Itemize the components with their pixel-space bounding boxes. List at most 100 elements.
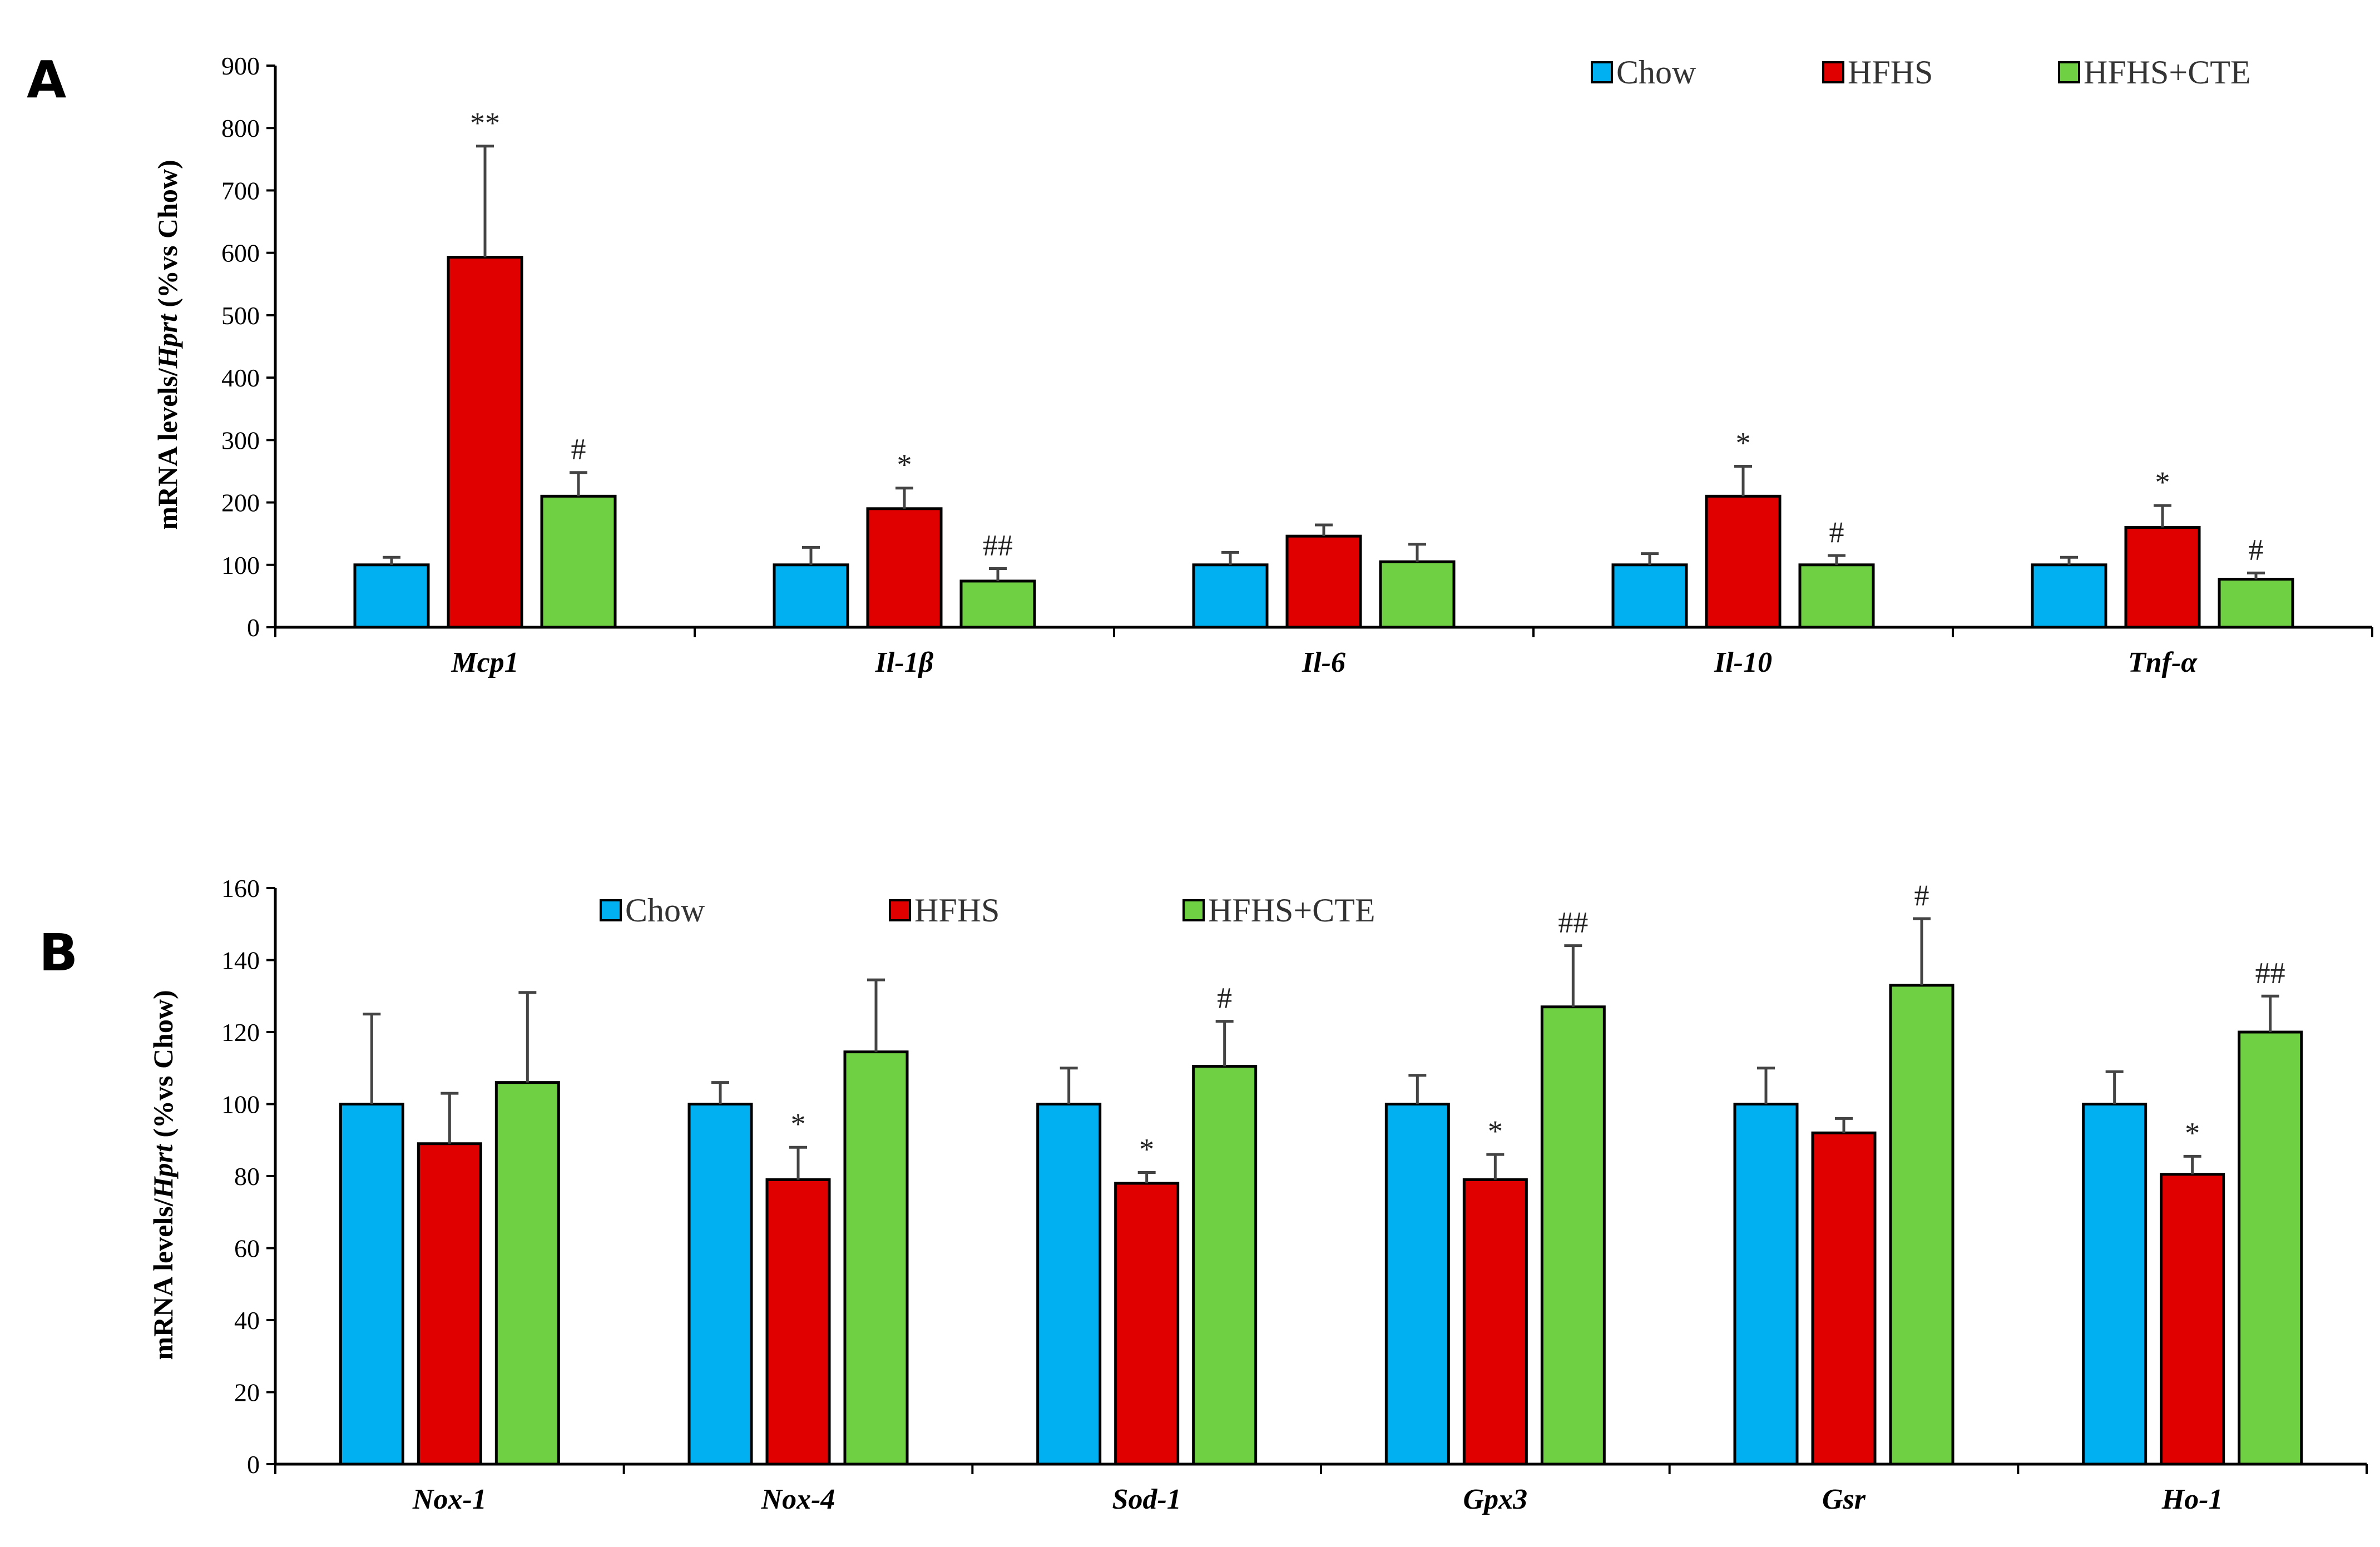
panel-a-bar-hfhs-cte-tnf (2218, 578, 2294, 629)
panel-b-bar-hfhs-nox-4 (765, 1178, 831, 1466)
panel-a-y-tick-label: 200 (221, 489, 260, 517)
panel-a-bar-hfhs-tnf (2124, 525, 2201, 629)
panel-a-significance-hfhs-mcp1: ** (470, 106, 500, 140)
panel-b-bar-hfhs-nox-1 (417, 1142, 482, 1466)
panel-a-axes: 0 100 200 300 400 500 600 700 800 900 Mcp1 Il-1β Il-… (221, 52, 2373, 678)
panel-a-significance-hfhs-cte-il-10: # (1829, 515, 1844, 549)
panel-a-bar-hfhs-il-10 (1705, 494, 1782, 629)
panel-b-legend-swatch-hfhs (889, 899, 911, 921)
panel-a-legend-label-chow: Chow (1616, 54, 1696, 91)
panel-b-bar-chow-nox-1 (339, 1103, 404, 1466)
panel-a-bars: ** # * ## * # * # (353, 106, 2294, 629)
panel-a-bar-hfhs-cte-il-6 (1379, 560, 1456, 629)
panel-a-legend-swatch-hfhs-cte (2058, 61, 2080, 83)
panel-a-category-label-tnf: Tnf-α (2128, 647, 2198, 678)
panel-a-bar-chow-il-10 (1611, 563, 1688, 629)
panel-b-significance-hfhs-sod-1: * (1139, 1133, 1154, 1166)
panel-a: A mRNA levels/Hprt (%vs Chow) 0 100 200 300… (27, 50, 2373, 678)
panel-b-significance-hfhs-gpx3: * (1488, 1114, 1503, 1148)
panel-b-bar-hfhs-sod-1 (1114, 1182, 1180, 1466)
panel-b-bar-hfhs-cte-gsr (1889, 984, 1955, 1466)
panel-b-bar-hfhs-cte-nox-4 (843, 1050, 909, 1466)
panel-b-y-tick-label: 60 (234, 1234, 260, 1263)
panel-b-bar-chow-ho-1 (2082, 1103, 2148, 1466)
panel-a-bar-hfhs-il-1 (866, 507, 943, 629)
panel-a-significance-hfhs-cte-mcp1: # (571, 433, 586, 466)
panel-a-bar-hfhs-cte-il-10 (1798, 563, 1875, 629)
panel-b-significance-hfhs-cte-gsr: # (1914, 879, 1929, 912)
panel-b-y-tick-label: 140 (221, 946, 260, 975)
panel-a-significance-hfhs-cte-tnf: # (2249, 533, 2264, 566)
panel-b-y-tick-label: 120 (221, 1018, 260, 1047)
panel-b-legend-swatch-hfhs-cte (1182, 899, 1205, 921)
panel-a-legend-swatch-hfhs (1822, 61, 1844, 83)
panel-a-legend-swatch-chow (1591, 61, 1613, 83)
panel-b-bar-hfhs-cte-ho-1 (2238, 1030, 2303, 1466)
panel-a-bar-hfhs-cte-il-1 (959, 579, 1036, 629)
panel-a-bar-hfhs-il-6 (1285, 534, 1362, 629)
panel-a-bar-chow-mcp1 (353, 563, 430, 629)
panel-b-bar-chow-sod-1 (1036, 1103, 1102, 1466)
panel-b-category-label-nox-1: Nox-1 (412, 1484, 487, 1515)
panel-a-y-tick-label: 800 (221, 114, 260, 142)
panel-b-y-tick-label: 160 (221, 874, 260, 903)
panel-b-significance-hfhs-cte-gpx3: ## (1558, 906, 1588, 939)
panel-b-category-label-gsr: Gsr (1822, 1484, 1866, 1515)
panel-a-category-label-mcp1: Mcp1 (451, 647, 518, 678)
panel-b-significance-hfhs-cte-sod-1: # (1217, 981, 1232, 1015)
panel-a-legend-label-hfhs: HFHS (1848, 54, 1933, 91)
panel-b-significance-hfhs-ho-1: * (2185, 1116, 2200, 1149)
panel-b-category-label-gpx3: Gpx3 (1463, 1484, 1528, 1515)
panel-b-bar-chow-gsr (1733, 1103, 1799, 1466)
panel-b-bar-hfhs-ho-1 (2160, 1173, 2225, 1466)
panel-a-bar-chow-il-6 (1192, 563, 1269, 629)
panel-a-y-tick-label: 100 (221, 551, 260, 579)
panel-a-category-label-il-6: Il-6 (1302, 647, 1345, 678)
panel-a-significance-hfhs-tnf: * (2155, 465, 2170, 499)
panel-b-legend-label-hfhs-cte: HFHS+CTE (1208, 892, 1375, 929)
panel-b-y-tick-label: 100 (221, 1090, 260, 1119)
panel-b-bar-hfhs-gsr (1811, 1131, 1877, 1466)
panel-b-significance-hfhs-nox-4: * (791, 1107, 806, 1141)
panel-a-y-tick-label: 500 (221, 301, 260, 330)
panel-a-legend: Chow HFHS HFHS+CTE (1591, 54, 2251, 91)
panel-a-significance-hfhs-cte-il-1: ## (983, 529, 1013, 562)
panel-a-y-tick-label: 300 (221, 426, 260, 454)
panel-b-axes: 0 20 40 60 80 100 120 140 160 Nox-1 Nox-4 Sod-1 Gpx3… (221, 874, 2368, 1515)
panel-b-category-label-sod-1: Sod-1 (1112, 1484, 1181, 1515)
panel-a-y-tick-label: 400 (221, 364, 260, 392)
panel-a-bar-chow-tnf (2031, 563, 2107, 629)
panel-b-legend-label-chow: Chow (625, 892, 705, 929)
panel-b-legend-swatch-chow (600, 899, 622, 921)
panel-b-y-tick-label: 0 (247, 1450, 260, 1479)
panel-b-y-axis-title: mRNA levels/Hprt (%vs Chow) (147, 990, 179, 1360)
panel-a-bar-hfhs-cte-mcp1 (540, 494, 617, 629)
panel-b-bar-chow-nox-4 (687, 1103, 753, 1466)
panel-b-bar-hfhs-cte-nox-1 (494, 1081, 560, 1466)
panel-a-category-label-il-1: Il-1β (875, 647, 934, 678)
panel-b-bar-hfhs-gpx3 (1462, 1178, 1528, 1466)
panel-b-letter: B (39, 923, 78, 983)
panel-b-bar-hfhs-cte-sod-1 (1192, 1065, 1258, 1466)
panel-a-y-tick-label: 700 (221, 176, 260, 205)
panel-b-legend: Chow HFHS HFHS+CTE (600, 892, 1375, 929)
panel-a-significance-hfhs-il-10: * (1736, 426, 1751, 459)
panel-b-significance-hfhs-cte-ho-1: ## (2255, 956, 2285, 989)
panel-b-bar-chow-gpx3 (1384, 1103, 1450, 1466)
panel-b-y-tick-label: 20 (234, 1379, 260, 1407)
panel-b: B mRNA levels/Hprt (%vs Chow) 0 20 40 60 80 1… (39, 874, 2368, 1515)
panel-a-significance-hfhs-il-1: * (897, 448, 912, 482)
panel-a-y-tick-label: 900 (221, 52, 260, 80)
panel-a-category-label-il-10: Il-10 (1714, 647, 1772, 678)
panel-a-bar-hfhs-mcp1 (447, 256, 523, 629)
panel-b-category-label-ho-1: Ho-1 (2161, 1484, 2223, 1515)
panel-b-y-tick-label: 80 (234, 1162, 260, 1191)
panel-b-y-tick-label: 40 (234, 1306, 260, 1335)
panel-b-bars: **#*###*## (339, 879, 2303, 1466)
panel-a-y-axis-title: mRNA levels/Hprt (%vs Chow) (152, 160, 183, 529)
panel-b-category-label-nox-4: Nox-4 (761, 1484, 835, 1515)
panel-b-bar-hfhs-cte-gpx3 (1540, 1005, 1606, 1466)
panel-a-legend-label-hfhs-cte: HFHS+CTE (2084, 54, 2251, 91)
panel-a-y-tick-label: 0 (247, 613, 260, 642)
